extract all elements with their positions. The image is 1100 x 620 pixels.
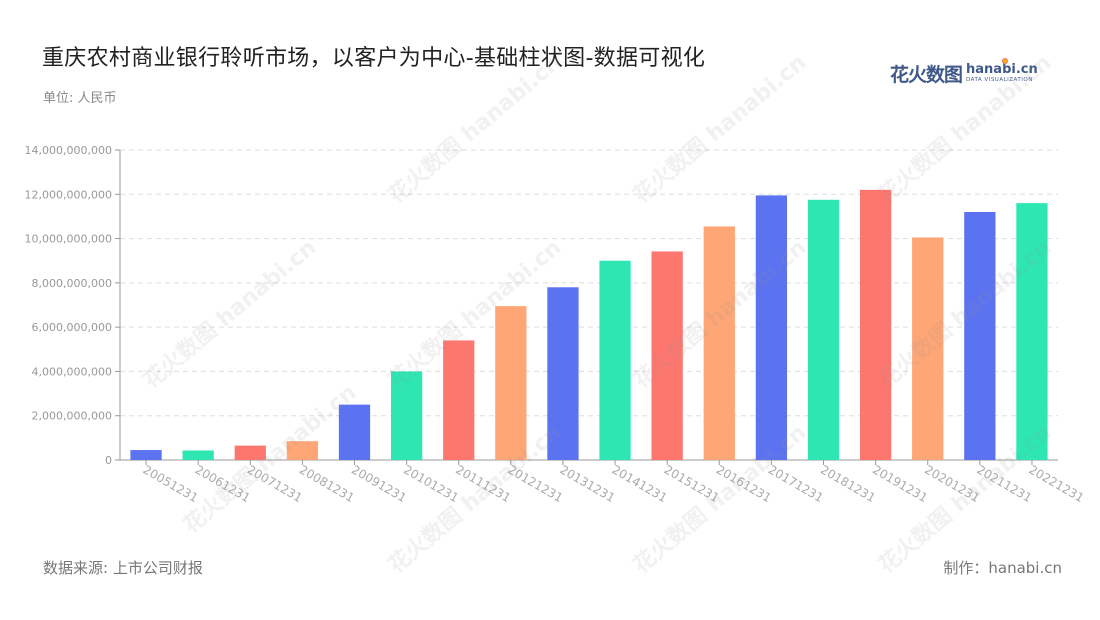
x-tick-label: 20191231 bbox=[870, 462, 930, 505]
x-tick-label: 20061231 bbox=[193, 462, 253, 505]
x-tick-label: 20141231 bbox=[610, 462, 670, 505]
bar-20151231 bbox=[651, 251, 683, 460]
y-tick-label: 10,000,000,000 bbox=[25, 233, 112, 246]
bar-20051231 bbox=[130, 450, 162, 460]
bar-20181231 bbox=[807, 199, 840, 461]
bar-20171231 bbox=[755, 195, 788, 460]
bar-20081231 bbox=[286, 441, 319, 460]
bar-20201231 bbox=[912, 237, 944, 460]
x-tick-label: 20181231 bbox=[818, 462, 878, 505]
data-source: 数据来源: 上市公司财报 bbox=[43, 559, 203, 577]
brand-logo: 花火数图 hanabi.cn DATA VISUALIZATION bbox=[890, 57, 1038, 86]
x-tick-label: 20101231 bbox=[401, 462, 461, 505]
y-tick-label: 6,000,000,000 bbox=[32, 321, 112, 334]
spark-icon bbox=[1002, 57, 1009, 64]
credit-text: 制作：hanabi.cn bbox=[943, 559, 1062, 577]
unit-label: 单位: 人民币 bbox=[43, 91, 117, 106]
logo-en-text: hanabi.cn bbox=[966, 57, 1038, 76]
x-tick-label: 20211231 bbox=[974, 462, 1034, 505]
y-tick-label: 2,000,000,000 bbox=[32, 410, 112, 423]
logo-tagline: DATA VISUALIZATION bbox=[966, 76, 1033, 83]
x-tick-label: 20171231 bbox=[766, 462, 826, 505]
y-tick-label: 12,000,000,000 bbox=[25, 188, 112, 201]
bar-20211231 bbox=[964, 212, 996, 460]
bar-20071231 bbox=[234, 445, 266, 460]
bar-20141231 bbox=[599, 260, 631, 460]
x-tick-label: 20081231 bbox=[297, 462, 357, 505]
bar-20131231 bbox=[547, 287, 579, 460]
x-tick-label: 20051231 bbox=[141, 462, 201, 505]
x-tick-label: 20071231 bbox=[245, 462, 305, 505]
y-tick-label: 8,000,000,000 bbox=[32, 277, 112, 290]
x-tick-label: 20201231 bbox=[922, 462, 982, 505]
bar-20161231 bbox=[703, 226, 735, 460]
x-tick-label: 20131231 bbox=[557, 462, 617, 505]
x-tick-label: 20151231 bbox=[662, 462, 722, 505]
x-tick-label: 20221231 bbox=[1026, 462, 1086, 505]
y-tick-label: 14,000,000,000 bbox=[25, 144, 112, 157]
bar-20111231 bbox=[443, 340, 475, 460]
y-tick-label: 4,000,000,000 bbox=[32, 365, 112, 378]
bar-20121231 bbox=[495, 306, 527, 460]
x-tick-label: 20121231 bbox=[505, 462, 565, 505]
bar-20191231 bbox=[859, 189, 892, 460]
y-tick-label: 0 bbox=[105, 454, 112, 467]
x-tick-label: 20161231 bbox=[714, 462, 774, 505]
bar-20061231 bbox=[182, 450, 214, 460]
bar-20101231 bbox=[390, 371, 423, 460]
chart-title: 重庆农村商业银行聆听市场，以客户为中心-基础柱状图-数据可视化 bbox=[42, 46, 706, 71]
x-tick-label: 20111231 bbox=[453, 462, 513, 505]
x-tick-label: 20091231 bbox=[349, 462, 409, 505]
logo-cn-text: 花火数图 bbox=[890, 63, 963, 86]
bar-20091231 bbox=[338, 404, 371, 460]
bar-20221231 bbox=[1016, 203, 1048, 460]
